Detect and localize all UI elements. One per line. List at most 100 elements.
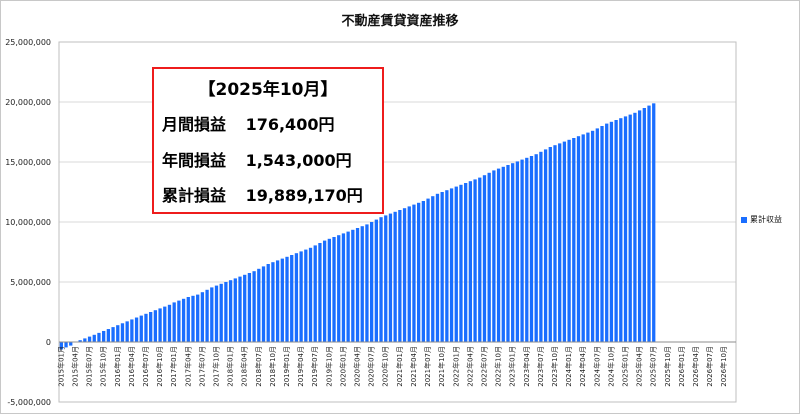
x-tick-label: 2017年04月 (183, 346, 192, 387)
bar (294, 253, 299, 342)
x-tick-label: 2020年01月 (338, 346, 347, 387)
bar (351, 229, 355, 342)
bar (449, 188, 454, 342)
bar (388, 213, 393, 342)
x-tick-label: 2025年01月 (621, 346, 630, 387)
bar (59, 342, 63, 350)
bar (186, 297, 190, 342)
bar (482, 175, 487, 342)
x-tick-label: 2015年04月 (70, 346, 79, 387)
bar (313, 245, 317, 342)
bar (228, 280, 233, 342)
bar (558, 143, 562, 342)
bar (299, 251, 303, 342)
x-tick-label: 2020年07月 (367, 346, 376, 387)
bar (464, 183, 468, 342)
x-tick-label: 2022年01月 (451, 346, 460, 387)
bar (398, 210, 402, 342)
legend-label: 累計収益 (750, 215, 782, 224)
bar (374, 219, 378, 342)
bar (275, 260, 280, 342)
bar (214, 285, 219, 342)
x-tick-label: 2017年07月 (197, 346, 206, 387)
bar (130, 319, 134, 342)
x-tick-label: 2015年10月 (99, 346, 108, 387)
x-tick-label: 2026年10月 (719, 346, 728, 387)
x-tick-label: 2022年07月 (479, 346, 488, 387)
bar (238, 276, 242, 342)
x-tick-label: 2021年07月 (423, 346, 432, 387)
summary-cumulative-value: 19,889,170円 (245, 186, 363, 205)
legend-swatch (741, 216, 747, 223)
bar (609, 121, 614, 342)
bar (619, 118, 623, 342)
bar (200, 292, 205, 342)
bar (623, 116, 628, 343)
bar (87, 336, 92, 342)
bar (102, 330, 106, 342)
bar (445, 190, 449, 342)
bar (116, 325, 120, 342)
bar (64, 342, 68, 348)
bar (473, 179, 477, 342)
x-tick-label: 2025年04月 (635, 346, 644, 387)
summary-yearly-value: 1,543,000円 (245, 151, 352, 170)
x-tick-label: 2024年01月 (564, 346, 573, 387)
bar (529, 156, 534, 342)
bar (412, 204, 416, 342)
bar (496, 168, 501, 342)
bar (191, 295, 195, 342)
x-tick-label: 2024年10月 (606, 346, 615, 387)
bar (543, 149, 548, 342)
bar (614, 120, 618, 342)
bar (205, 289, 209, 342)
bar (233, 278, 237, 342)
bar (642, 108, 646, 342)
bar (261, 266, 266, 342)
x-tick-label: 2020年10月 (381, 346, 390, 387)
bar (120, 323, 125, 342)
bar (69, 342, 73, 346)
bar (548, 147, 552, 342)
x-tick-label: 2016年07月 (141, 346, 150, 387)
x-tick-label: 2016年01月 (113, 346, 122, 387)
bar (224, 282, 228, 342)
bar (337, 235, 341, 342)
bar (600, 126, 604, 342)
x-tick-label: 2022年04月 (465, 346, 474, 387)
bar (454, 186, 458, 342)
bar (153, 310, 158, 342)
x-tick-label: 2026年04月 (691, 346, 700, 387)
bar (219, 283, 223, 342)
bar (327, 238, 331, 342)
y-tick-label: 20,000,000 (5, 98, 51, 107)
bar (271, 262, 275, 342)
x-tick-label: 2026年01月 (677, 346, 686, 387)
x-tick-label: 2023年07月 (536, 346, 545, 387)
bar (346, 231, 350, 342)
bar (492, 170, 496, 342)
summary-heading: 【2025年10月】 (198, 80, 338, 100)
summary-cumulative-label: 累計損益 (162, 186, 227, 205)
summary-yearly-label: 年間損益 (162, 151, 227, 170)
bar (590, 130, 595, 342)
bar (468, 181, 473, 342)
x-tick-label: 2021年10月 (437, 346, 446, 387)
bar (407, 206, 411, 342)
bar (172, 302, 176, 342)
x-tick-label: 2015年01月 (56, 346, 65, 387)
bar (501, 166, 505, 342)
bar (177, 300, 181, 342)
bar (534, 154, 538, 342)
bar (605, 123, 609, 342)
x-tick-label: 2019年01月 (282, 346, 291, 387)
x-tick-label: 2018年07月 (254, 346, 263, 387)
x-tick-label: 2026年07月 (705, 346, 714, 387)
bar (181, 298, 186, 342)
bar (478, 177, 482, 342)
bar (252, 271, 256, 342)
x-tick-label: 2019年04月 (296, 346, 305, 387)
bar (379, 217, 383, 342)
summary-cumulative-row: 累計損益 19,889,170円 (162, 182, 363, 206)
